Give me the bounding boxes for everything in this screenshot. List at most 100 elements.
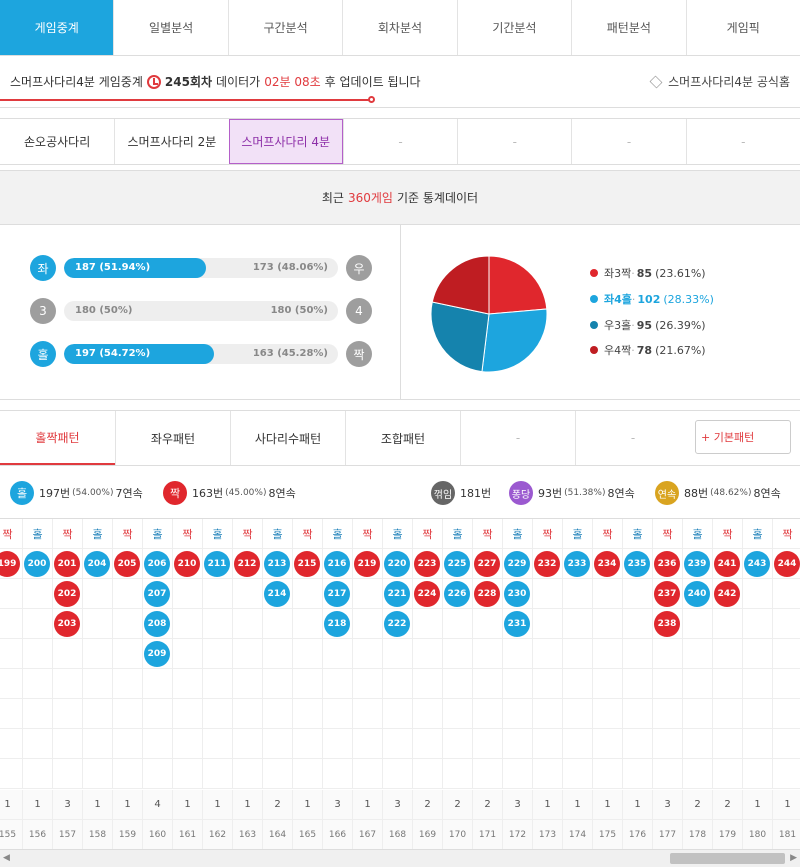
pattern-ball: 214 xyxy=(264,581,290,607)
pattern-column: 짝 234 1 175 xyxy=(592,519,622,849)
pattern-ball: 239 xyxy=(684,551,710,577)
summary-item: 꺾임 181번 xyxy=(431,481,495,505)
pattern-cell xyxy=(202,699,232,729)
pattern-cell xyxy=(232,639,262,669)
stat-left-value: 180 (50%) xyxy=(75,305,133,316)
scroll-left-icon[interactable]: ◀ xyxy=(3,853,10,863)
sub-tab-2[interactable]: 스머프사다리 4분 xyxy=(228,119,343,164)
pattern-cell xyxy=(412,549,442,579)
legend-sep: · xyxy=(631,318,635,332)
pattern-cell xyxy=(652,579,682,609)
pattern-ball: 222 xyxy=(384,611,410,637)
pattern-tab-2[interactable]: 사다리수패턴 xyxy=(230,411,345,465)
pattern-tabs: 홀짝패턴 좌우패턴 사다리수패턴 조합패턴 - - xyxy=(0,410,800,466)
pattern-cell xyxy=(472,609,502,639)
pattern-ball: 228 xyxy=(474,581,500,607)
pattern-cell xyxy=(682,669,712,699)
pattern-cell xyxy=(22,729,52,759)
pattern-count: 1 xyxy=(742,790,772,820)
pattern-cell xyxy=(502,669,532,699)
pattern-cell xyxy=(82,609,112,639)
pattern-cell xyxy=(622,699,652,729)
pattern-round: 157 xyxy=(52,820,82,849)
pattern-column: 짝 210 1 161 xyxy=(172,519,202,849)
main-tab-5[interactable]: 패턴분석 xyxy=(571,0,686,55)
pattern-round: 171 xyxy=(472,820,502,849)
pattern-head: 짝 xyxy=(472,519,502,549)
pattern-cell xyxy=(502,579,532,609)
sub-tab-0[interactable]: 손오공사다리 xyxy=(24,135,91,149)
pattern-tab-5[interactable]: - xyxy=(575,411,690,465)
pattern-ball: 204 xyxy=(84,551,110,577)
scroll-right-icon[interactable]: ▶ xyxy=(790,853,797,863)
pattern-cell xyxy=(532,729,562,759)
pattern-ball: 237 xyxy=(654,581,680,607)
pattern-cell xyxy=(562,669,592,699)
pattern-count: 3 xyxy=(382,790,412,820)
pattern-tab-0[interactable]: 홀짝패턴 xyxy=(0,411,115,465)
horizontal-scrollbar[interactable]: ◀ ▶ xyxy=(0,849,800,867)
pattern-cell xyxy=(652,759,682,789)
pattern-ball: 219 xyxy=(354,551,380,577)
pattern-cell xyxy=(262,759,292,789)
pattern-column: 짝 223 224 2 169 xyxy=(412,519,442,849)
pattern-column: 홀 225 226 2 170 xyxy=(442,519,472,849)
pattern-cell xyxy=(772,549,800,579)
pattern-count: 1 xyxy=(172,790,202,820)
sub-tab-6[interactable]: - xyxy=(685,119,800,164)
main-tab-2[interactable]: 구간분석 xyxy=(227,0,343,55)
pattern-cell xyxy=(112,669,142,699)
pattern-column: 홀 213 214 2 164 xyxy=(262,519,292,849)
stat-left-badge: 좌 xyxy=(30,255,56,281)
pattern-head: 홀 xyxy=(22,519,52,549)
stat-right-badge: 우 xyxy=(346,255,372,281)
pattern-cell xyxy=(172,729,202,759)
main-tab-0[interactable]: 게임중계 xyxy=(0,0,114,55)
pattern-cell xyxy=(442,759,472,789)
legend-label: 우4짝 xyxy=(604,344,632,357)
sub-tab-4[interactable]: - xyxy=(457,119,571,164)
official-home-link[interactable]: 스머프사다리4분 공식홈 xyxy=(649,73,790,90)
pattern-cell xyxy=(0,729,22,759)
pattern-head: 홀 xyxy=(562,519,592,549)
pattern-cell xyxy=(652,699,682,729)
stat-bar: 187 (51.94%) 173 (48.06%) xyxy=(64,258,338,278)
scroll-thumb[interactable] xyxy=(670,853,785,864)
pattern-cell xyxy=(562,699,592,729)
pattern-column: 홀 233 1 174 xyxy=(562,519,592,849)
pattern-column: 홀 206 207 208 209 4 160 xyxy=(142,519,172,849)
pattern-cell xyxy=(112,639,142,669)
base-pattern-button[interactable]: + 기본패턴 xyxy=(695,420,791,454)
pattern-cell xyxy=(82,729,112,759)
pattern-column: 짝 244 1 181 xyxy=(772,519,800,849)
pattern-cell xyxy=(172,759,202,789)
pattern-ball: 220 xyxy=(384,551,410,577)
pattern-column: 홀 229 230 231 3 172 xyxy=(502,519,532,849)
pattern-count: 2 xyxy=(472,790,502,820)
pattern-cell xyxy=(472,639,502,669)
pattern-ball: 200 xyxy=(24,551,50,577)
pattern-head: 홀 xyxy=(442,519,472,549)
pattern-ball: 209 xyxy=(144,641,170,667)
pattern-cell xyxy=(532,549,562,579)
main-tab-3[interactable]: 회차분석 xyxy=(342,0,457,55)
pattern-round: 166 xyxy=(322,820,352,849)
main-tab-1[interactable]: 일별분석 xyxy=(113,0,228,55)
pattern-cell xyxy=(322,759,352,789)
pattern-tab-1[interactable]: 좌우패턴 xyxy=(115,411,230,465)
pattern-cell xyxy=(712,549,742,579)
pattern-tab-4[interactable]: - xyxy=(460,411,575,465)
pattern-round: 165 xyxy=(292,820,322,849)
sub-tab-5[interactable]: - xyxy=(571,119,685,164)
pattern-cell xyxy=(532,669,562,699)
main-tab-6[interactable]: 게임픽 xyxy=(685,0,800,55)
pie-legend-item: 우3홀 · 95 (26.39%) xyxy=(590,317,790,333)
sub-tab-3[interactable]: - xyxy=(342,119,457,164)
pattern-cell xyxy=(262,669,292,699)
pattern-column: 짝 232 1 173 xyxy=(532,519,562,849)
sub-tab-1[interactable]: 스머프사다리 2분 xyxy=(114,119,228,164)
pattern-tab-3[interactable]: 조합패턴 xyxy=(345,411,460,465)
pattern-cell xyxy=(562,759,592,789)
main-tab-4[interactable]: 기간분석 xyxy=(456,0,572,55)
pattern-round: 170 xyxy=(442,820,472,849)
